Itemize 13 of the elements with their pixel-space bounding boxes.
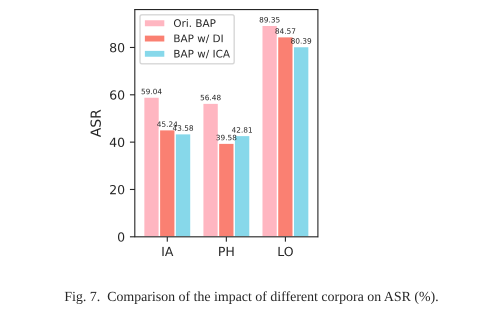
legend-label: BAP w/ DI [174,34,223,44]
x-tick-label: IA [162,246,174,256]
legend-label: Ori. BAP [174,18,216,28]
caption: Fig. 7. Comparison of the impact of different corpora on ASR (%). [64,291,438,304]
y-tick-label: 60 [110,90,124,100]
legend-label: BAP w/ ICA [174,50,230,58]
y-tick-label: 80 [110,42,124,52]
x-tick-label: PH [219,246,234,256]
y-tick-label: 20 [110,184,124,194]
y-tick-label: 40 [110,138,124,148]
y-axis-title: ASR [90,110,101,138]
x-tick-label: LO [278,246,293,256]
y-tick-label: 0 [118,232,124,242]
